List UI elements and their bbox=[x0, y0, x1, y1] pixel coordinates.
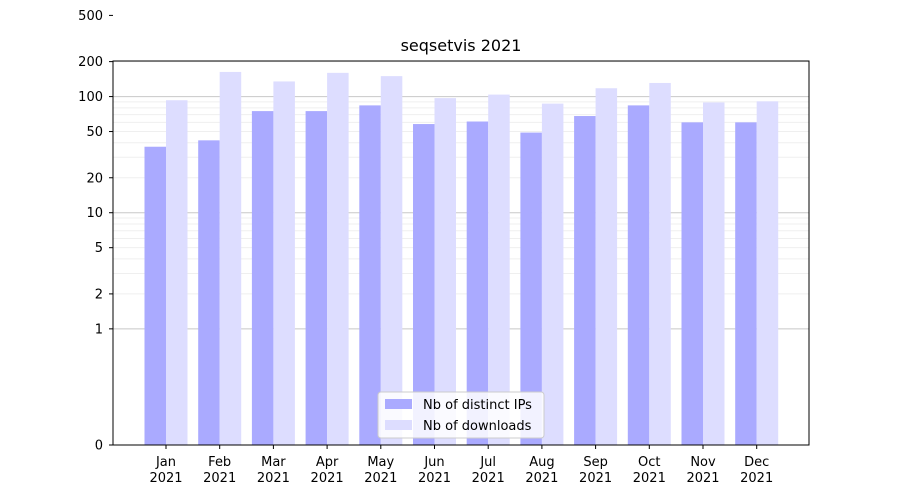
x-tick-label: Aug 2021 bbox=[525, 455, 558, 486]
legend-label: Nb of downloads bbox=[423, 419, 532, 434]
x-tick-label: Jun 2021 bbox=[418, 455, 451, 486]
bar-distinct-ips-9 bbox=[627, 105, 650, 445]
bar-downloads-4 bbox=[380, 76, 403, 446]
y-tick-label: 50 bbox=[86, 125, 103, 140]
legend: Nb of distinct IPs Nb of downloads bbox=[377, 391, 545, 439]
bar-downloads-9 bbox=[649, 82, 671, 445]
x-tick-label: Sep 2021 bbox=[579, 455, 612, 486]
y-tick-label: 0 bbox=[95, 439, 103, 454]
bar-distinct-ips-0 bbox=[144, 146, 166, 445]
bar-distinct-ips-3 bbox=[305, 111, 328, 445]
legend-swatch bbox=[385, 420, 412, 430]
x-tick-label: Mar 2021 bbox=[257, 455, 290, 486]
bar-distinct-ips-4 bbox=[359, 105, 381, 445]
x-tick-label: May 2021 bbox=[364, 455, 397, 486]
bar-downloads-7 bbox=[541, 103, 564, 445]
y-tick-label: 10 bbox=[86, 206, 103, 221]
bar-downloads-10 bbox=[703, 102, 725, 445]
bar-distinct-ips-8 bbox=[574, 116, 596, 446]
bar-downloads-6 bbox=[488, 94, 510, 445]
bar-distinct-ips-6 bbox=[466, 121, 489, 446]
bar-distinct-ips-5 bbox=[413, 124, 435, 445]
x-tick-label: Jul 2021 bbox=[472, 455, 505, 486]
bar-distinct-ips-11 bbox=[735, 122, 757, 445]
bars bbox=[144, 71, 779, 446]
y-tick-label: 20 bbox=[86, 171, 103, 186]
x-tick-label: Dec 2021 bbox=[740, 455, 773, 486]
plot-frame bbox=[112, 60, 810, 446]
bar-distinct-ips-1 bbox=[198, 140, 220, 446]
legend-box bbox=[377, 391, 545, 439]
bar-downloads-1 bbox=[219, 71, 242, 446]
y-tick-label: 100 bbox=[78, 90, 103, 105]
bar-downloads-3 bbox=[327, 72, 349, 445]
x-tick-label: Nov 2021 bbox=[686, 455, 719, 486]
bar-downloads-8 bbox=[595, 88, 618, 445]
y-tick-label: 2 bbox=[95, 287, 103, 302]
bar-downloads-0 bbox=[166, 100, 188, 445]
bar-distinct-ips-7 bbox=[520, 132, 542, 446]
y-tick-label: 1 bbox=[95, 322, 103, 337]
y-tick-label: 200 bbox=[78, 55, 103, 70]
x-tick-label: Jan 2021 bbox=[149, 455, 182, 486]
legend-swatch bbox=[385, 399, 412, 409]
bar-distinct-ips-2 bbox=[251, 111, 274, 445]
bar-downloads-11 bbox=[756, 101, 779, 446]
x-tick-label: Apr 2021 bbox=[311, 455, 344, 486]
x-tick-label: Oct 2021 bbox=[633, 455, 666, 486]
y-tick-label: 500 bbox=[78, 9, 103, 24]
bar-distinct-ips-10 bbox=[681, 122, 703, 445]
legend-label: Nb of distinct IPs bbox=[423, 398, 532, 413]
axes: 01251020501002005001000Jan2021Feb2021Mar… bbox=[78, 9, 810, 486]
chart-title: seqsetvis 2021 bbox=[401, 36, 522, 55]
bar-downloads-5 bbox=[434, 98, 456, 445]
bar-downloads-2 bbox=[273, 81, 295, 445]
x-tick-label: Feb 2021 bbox=[203, 455, 236, 486]
y-tick-label: 5 bbox=[95, 241, 103, 256]
